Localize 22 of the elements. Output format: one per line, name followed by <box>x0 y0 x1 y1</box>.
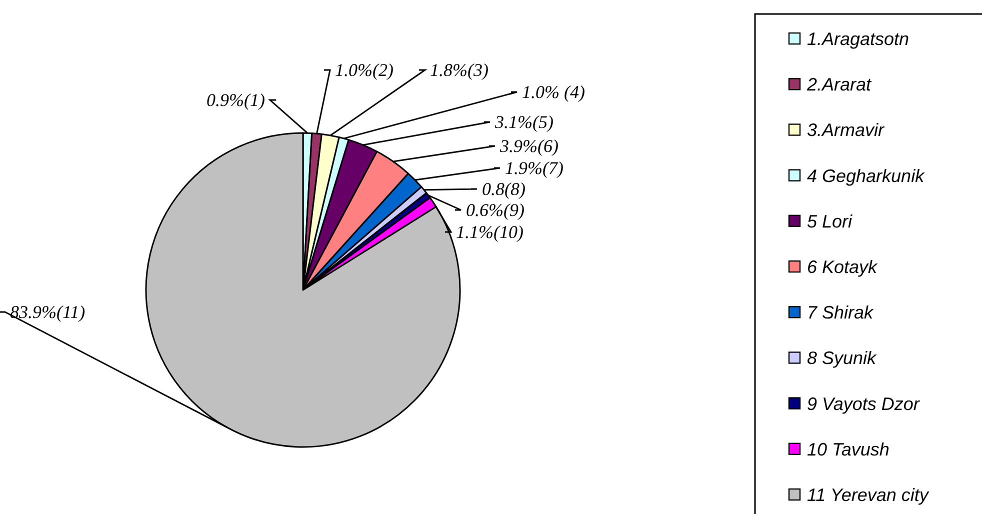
legend-label: 5 Lori <box>807 211 854 232</box>
data-label: 1.0% (4) <box>522 82 585 102</box>
data-label: 3.9%(6) <box>499 136 558 156</box>
data-label: 1.8%(3) <box>430 60 488 80</box>
legend-label: 7 Shirak <box>807 302 874 323</box>
legend-label: 8 Syunik <box>807 348 878 368</box>
data-label: 1.0%(2) <box>335 60 394 80</box>
legend-label: 10 Tavush <box>807 439 890 460</box>
legend-label: 6 Kotayk <box>807 257 878 277</box>
legend-label: 3.Armavir <box>807 120 886 140</box>
legend-label: 9 Vayots Dzor <box>807 394 920 414</box>
data-label: 0.8(8) <box>482 179 526 199</box>
data-label: 3.1%(5) <box>494 112 554 132</box>
legend-label: 4 Gegharkunik <box>807 166 926 186</box>
legend-label: 11 Yerevan city <box>807 485 930 505</box>
data-label: 0.6%(9) <box>466 200 524 220</box>
legend-label: 2.Ararat <box>806 74 872 95</box>
data-label: 83.9%(11) <box>10 302 86 322</box>
data-label: 1.9%(7) <box>505 158 564 178</box>
data-label: 0.9%(1) <box>206 90 266 110</box>
legend-label: 1.Aragatsotn <box>807 29 910 49</box>
data-label: 1.1%(10) <box>456 222 524 242</box>
